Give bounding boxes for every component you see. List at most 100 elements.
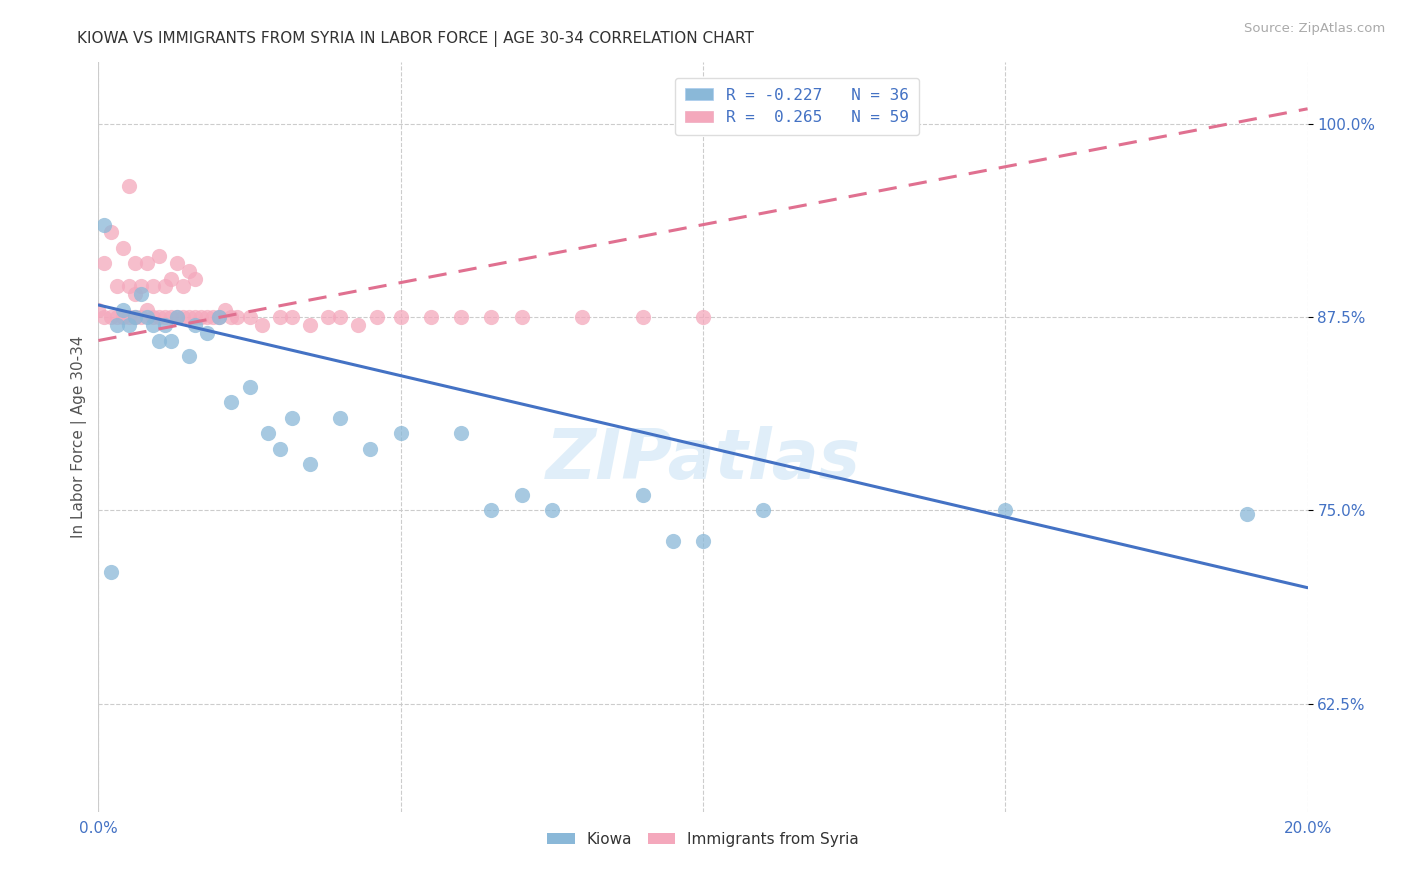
Point	[269, 310, 291, 325]
Point	[166, 256, 188, 270]
Point	[190, 310, 212, 325]
Point	[184, 310, 207, 325]
Point	[118, 279, 141, 293]
Point	[256, 426, 278, 441]
Point	[661, 534, 683, 549]
Point	[347, 318, 370, 332]
Point	[269, 442, 291, 456]
Point	[360, 442, 382, 456]
Point	[481, 310, 503, 325]
Point	[93, 218, 115, 232]
Point	[179, 349, 201, 363]
Point	[129, 287, 152, 301]
Point	[172, 279, 194, 293]
Point	[299, 457, 322, 471]
Point	[221, 310, 243, 325]
Point	[135, 310, 157, 325]
Point	[208, 310, 231, 325]
Point	[184, 271, 207, 285]
Point	[166, 310, 188, 325]
Point	[118, 179, 141, 194]
Point	[111, 310, 134, 325]
Point	[135, 302, 157, 317]
Text: ZIPatlas: ZIPatlas	[546, 426, 860, 493]
Point	[111, 302, 134, 317]
Point	[142, 279, 165, 293]
Point	[105, 279, 128, 293]
Point	[153, 310, 176, 325]
Point	[153, 279, 176, 293]
Point	[202, 310, 225, 325]
Point	[111, 241, 134, 255]
Point	[118, 310, 141, 325]
Point	[179, 310, 201, 325]
Point	[124, 310, 146, 325]
Point	[129, 279, 152, 293]
Point	[510, 310, 533, 325]
Point	[250, 318, 273, 332]
Point	[389, 310, 412, 325]
Text: Source: ZipAtlas.com: Source: ZipAtlas.com	[1244, 22, 1385, 36]
Point	[631, 310, 654, 325]
Point	[1236, 507, 1258, 521]
Point	[389, 426, 412, 441]
Point	[142, 318, 165, 332]
Point	[153, 318, 176, 332]
Point	[166, 310, 188, 325]
Point	[184, 318, 207, 332]
Point	[450, 310, 472, 325]
Point	[142, 310, 165, 325]
Text: KIOWA VS IMMIGRANTS FROM SYRIA IN LABOR FORCE | AGE 30-34 CORRELATION CHART: KIOWA VS IMMIGRANTS FROM SYRIA IN LABOR …	[77, 31, 754, 47]
Point	[239, 380, 262, 394]
Point	[329, 310, 352, 325]
Point	[87, 302, 110, 317]
Point	[329, 410, 352, 425]
Point	[195, 326, 218, 340]
Point	[124, 287, 146, 301]
Point	[994, 503, 1017, 517]
Point	[100, 226, 122, 240]
Point	[93, 310, 115, 325]
Legend: Kiowa, Immigrants from Syria: Kiowa, Immigrants from Syria	[541, 826, 865, 853]
Point	[160, 334, 183, 348]
Point	[100, 566, 122, 580]
Point	[208, 310, 231, 325]
Point	[316, 310, 339, 325]
Point	[148, 310, 170, 325]
Point	[540, 503, 562, 517]
Point	[172, 310, 194, 325]
Point	[160, 271, 183, 285]
Point	[450, 426, 472, 441]
Point	[214, 302, 236, 317]
Point	[100, 310, 122, 325]
Point	[420, 310, 443, 325]
Point	[631, 488, 654, 502]
Point	[179, 264, 201, 278]
Point	[105, 318, 128, 332]
Y-axis label: In Labor Force | Age 30-34: In Labor Force | Age 30-34	[72, 335, 87, 539]
Point	[135, 256, 157, 270]
Point	[692, 310, 714, 325]
Point	[481, 503, 503, 517]
Point	[281, 310, 304, 325]
Point	[124, 310, 146, 325]
Point	[571, 310, 593, 325]
Point	[510, 488, 533, 502]
Point	[221, 395, 243, 409]
Point	[226, 310, 249, 325]
Point	[160, 310, 183, 325]
Point	[124, 256, 146, 270]
Point	[93, 256, 115, 270]
Point	[148, 248, 170, 262]
Point	[118, 318, 141, 332]
Point	[299, 318, 322, 332]
Point	[195, 310, 218, 325]
Point	[692, 534, 714, 549]
Point	[105, 310, 128, 325]
Point	[281, 410, 304, 425]
Point	[148, 334, 170, 348]
Point	[366, 310, 388, 325]
Point	[129, 310, 152, 325]
Point	[752, 503, 775, 517]
Point	[239, 310, 262, 325]
